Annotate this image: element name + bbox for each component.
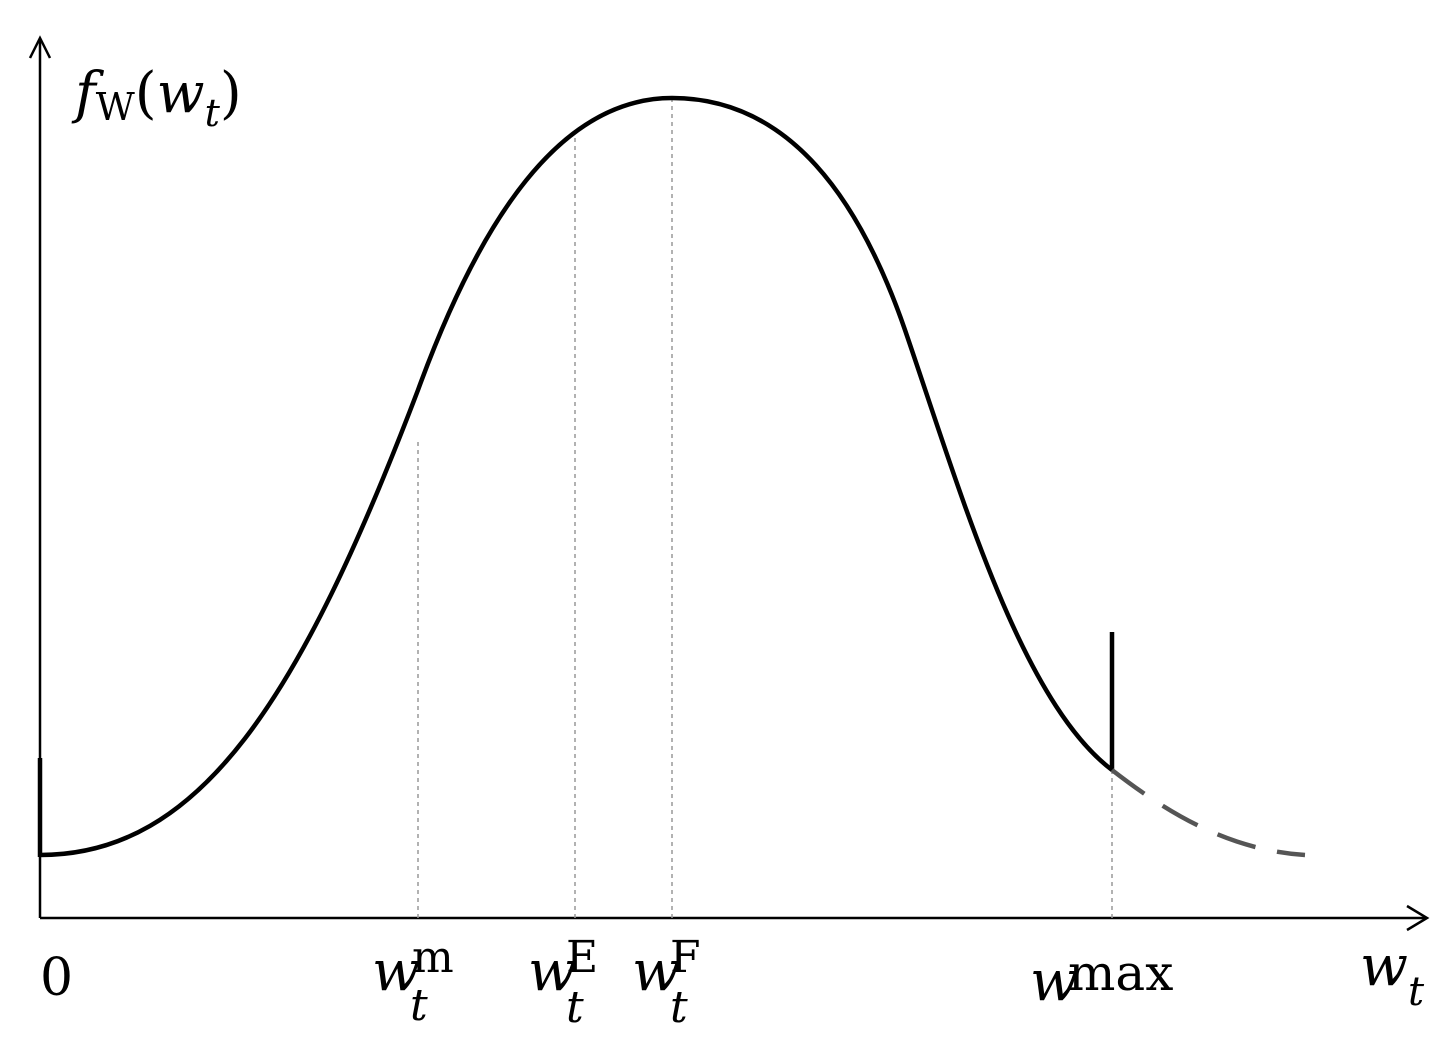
dashed-tail xyxy=(1110,768,1306,858)
x-axis-label: wt xyxy=(1360,934,1425,1015)
y-axis-label: fW(wt) xyxy=(71,61,242,135)
label-wF: w F t xyxy=(632,932,701,1033)
y-label-open: ( xyxy=(135,61,157,126)
wm-sub: t xyxy=(410,980,428,1031)
label-wm: w m t xyxy=(372,932,454,1031)
wm-w: w xyxy=(372,939,420,1004)
x-label-sub: t xyxy=(1408,969,1425,1015)
wmax-w: w xyxy=(1030,949,1078,1014)
origin-label: 0 xyxy=(40,948,73,1008)
wmax-sup: max xyxy=(1068,944,1173,1002)
wm-sup: m xyxy=(412,932,454,983)
wF-sub: t xyxy=(670,982,688,1033)
density-curve xyxy=(39,95,1114,858)
y-label-close: ) xyxy=(220,61,242,126)
wE-sub: t xyxy=(566,982,584,1033)
axes xyxy=(28,35,1430,932)
wE-w: w xyxy=(528,939,576,1004)
y-label-wsub: t xyxy=(205,91,221,135)
label-wE: w E t xyxy=(528,932,598,1033)
x-axis-arrowhead xyxy=(1406,904,1430,932)
wF-sup: F xyxy=(670,932,701,983)
wE-sup: E xyxy=(566,932,598,983)
wF-w: w xyxy=(632,939,680,1004)
label-wmax: w max xyxy=(1030,944,1173,1014)
guide-lines xyxy=(417,98,1113,918)
y-label-w: w xyxy=(157,61,205,126)
y-label-sub: W xyxy=(96,85,135,129)
x-label-w: w xyxy=(1360,934,1408,999)
y-axis-arrowhead xyxy=(28,35,52,59)
